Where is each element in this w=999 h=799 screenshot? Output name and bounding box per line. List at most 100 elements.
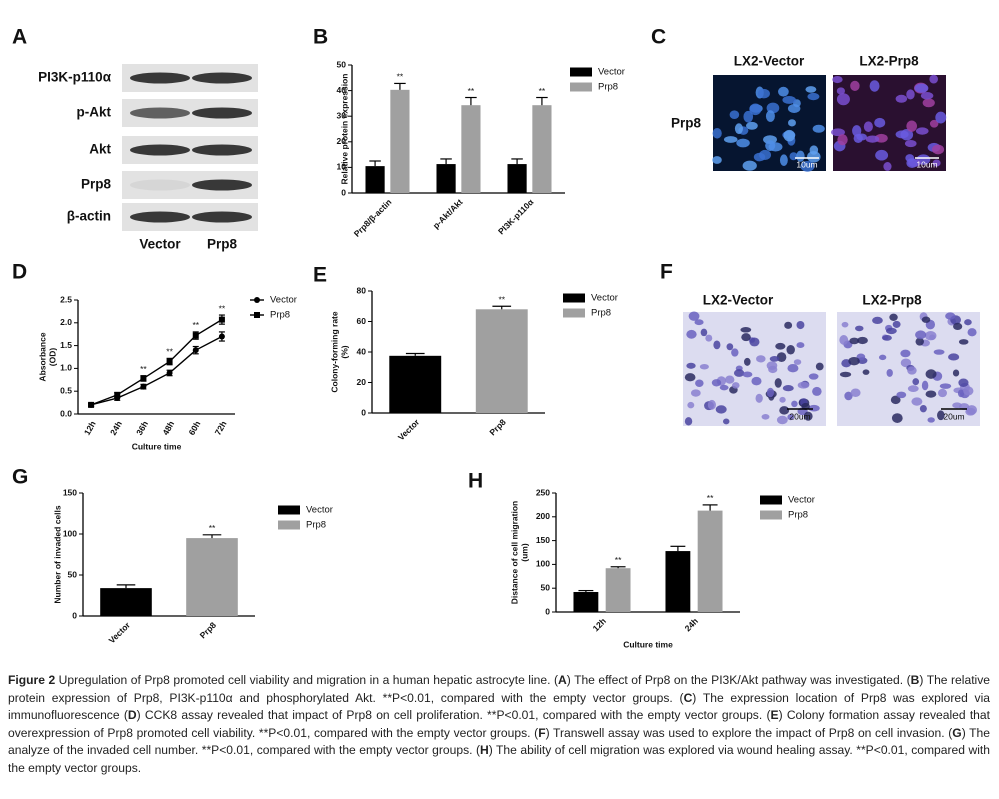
cell [686,362,696,369]
y-tick-label: 100 [536,559,550,569]
caption-text: ) Transwell assay was used to explore th… [545,725,953,740]
marker [166,369,173,376]
cell [933,349,945,355]
cell [707,399,716,410]
cell [749,337,760,347]
blot-band [192,107,252,119]
cell [958,378,969,387]
y-tick-label: 1.5 [60,340,72,350]
blot-row-label: PI3K-p110α [38,70,112,85]
caption-text: ) Colony formation assay revealed that o… [8,708,990,740]
blot-band [130,211,190,223]
legend-label: Vector [306,505,333,516]
significance: ** [615,555,622,565]
legend-label: Prp8 [598,82,618,93]
cell [779,406,790,415]
cell [929,74,938,84]
y-tick-label: 40 [337,85,347,95]
bar [461,105,481,193]
bar [605,568,631,612]
x-tick-label: 72h [213,419,229,437]
panel-label: G [12,466,28,489]
cell [937,388,948,398]
y-tick-label: 0.5 [60,385,72,395]
cell [733,369,745,377]
cell [865,135,880,143]
x-tick-label: 12h [82,419,98,437]
cell [915,330,927,340]
y-tick-label: 2.5 [60,294,72,304]
bar [100,588,152,616]
legend-label: Vector [591,293,618,304]
cell [953,322,963,331]
marker [254,312,260,318]
y-tick-label: 50 [541,582,551,592]
cell [911,397,923,406]
legend-swatch [563,293,585,303]
legend-label: Prp8 [270,310,290,321]
cell [906,158,918,168]
cell [957,389,965,398]
x-axis-label: Culture time [132,441,182,451]
x-tick-label: Prp8 [198,620,219,641]
cell [885,327,897,335]
caption-text: ) CCK8 assay revealed that impact of Prp… [136,708,771,723]
cell [797,381,810,389]
significance: ** [219,303,226,313]
cell [740,327,752,333]
image-title: LX2-Prp8 [859,54,919,69]
cell [919,404,927,413]
image-title: LX2-Vector [703,293,774,308]
cell [787,363,799,373]
x-axis-label: Culture time [623,639,673,649]
cell [878,354,887,361]
cell [690,389,701,397]
cell [776,415,788,425]
y-axis-label: (%) [339,345,349,358]
x-tick-label: 48h [160,419,176,437]
panel-reference: F [538,725,546,740]
cell [964,319,972,326]
cell [963,386,974,396]
cell [726,343,734,351]
cell [839,371,852,378]
x-tick-label: 24h [108,419,124,437]
panel-reference: D [127,708,137,723]
y-tick-label: 0 [341,187,346,197]
cell [769,356,780,362]
row-label: Prp8 [671,116,702,131]
significance: ** [192,320,199,330]
cell [874,117,886,128]
cell [749,103,762,116]
cell [723,136,738,143]
x-tick-label: 24h [683,616,700,633]
cell [803,411,813,421]
blot-band [192,72,252,84]
cell [775,342,786,350]
cell [850,80,860,91]
cell [922,98,935,108]
cell [787,104,801,113]
cell [796,342,805,349]
cell [932,159,941,167]
y-axis-label: Absorbance [37,332,47,381]
legend-swatch [570,67,592,77]
cell [800,160,815,172]
marker [218,316,225,323]
cell [765,110,775,122]
cell [801,402,810,410]
cell [837,134,848,146]
cell [787,413,795,421]
cell [935,111,947,124]
significance: ** [140,364,147,374]
marker [88,401,95,408]
cell [712,156,722,164]
cell [741,333,751,342]
scale-bar-label: 10um [916,159,937,169]
cell [906,120,918,132]
scale-bar-label: 10um [796,159,817,169]
y-tick-label: 200 [536,511,550,521]
y-tick-label: 100 [63,528,77,538]
cell [688,311,700,321]
cell [925,369,937,379]
